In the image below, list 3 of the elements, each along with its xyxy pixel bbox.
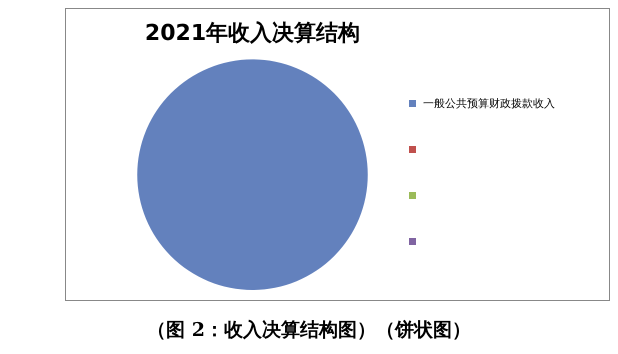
chart-title: 2021年收入决算结构 [144,20,360,46]
text: （图 2：收入决算结构图）（饼状图） [146,318,472,343]
legend-label: 一般公共预算财政拨款收入 [423,96,556,112]
